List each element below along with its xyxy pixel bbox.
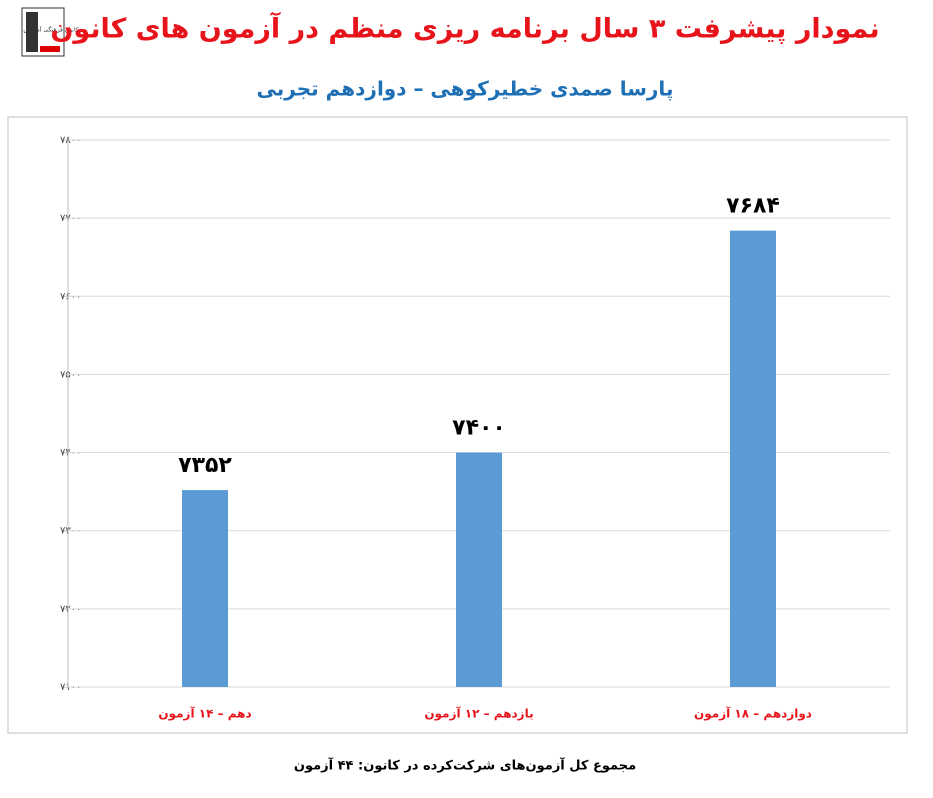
x-tick-label: دوازدهم – ۱۸ آزمون [694, 706, 812, 722]
chart-subtitle: پارسا صمدی خطیرکوهی – دوازدهم تجربی [257, 77, 674, 102]
logo-text: کانون فرهنگی آموزش [23, 25, 78, 34]
value-label: ۷۴۰۰ [452, 416, 506, 441]
logo-figure [26, 12, 38, 52]
value-label: ۷۶۸۴ [726, 194, 780, 219]
bar [182, 490, 228, 687]
x-tick-label: یازدهم – ۱۲ آزمون [424, 706, 533, 722]
bar [730, 230, 776, 687]
chart-frame [7, 116, 908, 734]
chart-footer: مجموع کل آزمون‌های شرکت‌کرده در کانون: ۴… [294, 757, 636, 774]
logo: کانون فرهنگی آموزش [21, 7, 79, 57]
logo-band [40, 46, 60, 52]
value-label: ۷۳۵۲ [178, 453, 232, 478]
chart-title: نمودار پیشرفت ۳ سال برنامه ریزی منظم در … [50, 12, 879, 45]
bar [456, 452, 502, 687]
x-tick-label: دهم – ۱۴ آزمون [158, 706, 251, 722]
